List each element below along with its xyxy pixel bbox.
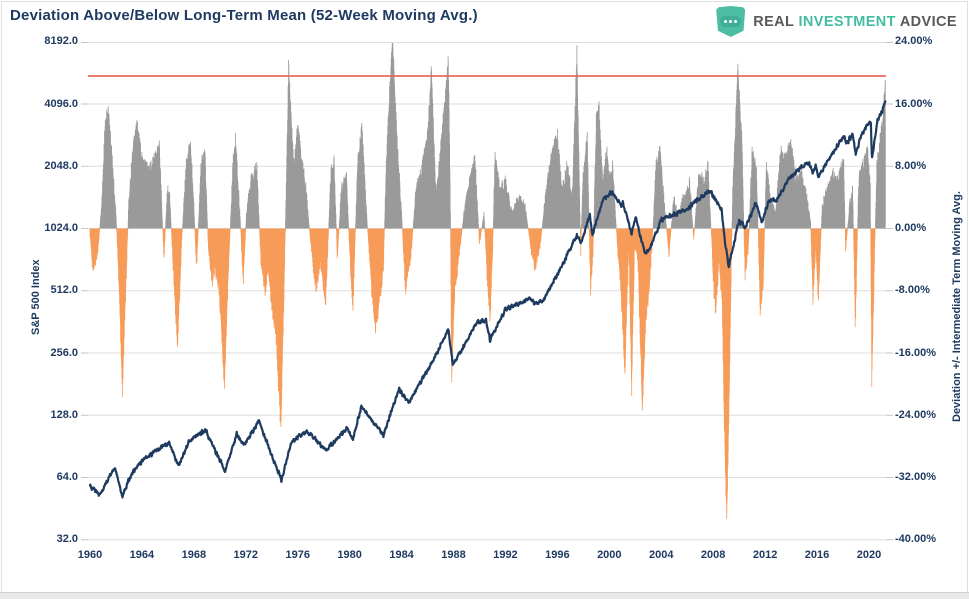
logo-word-advice: ADVICE bbox=[899, 13, 957, 30]
x-tick-label: 1972 bbox=[233, 549, 259, 561]
x-tick-label: 2012 bbox=[752, 549, 778, 561]
x-tick-label: 1992 bbox=[493, 549, 518, 561]
y-right-tick-label: 0.00% bbox=[895, 222, 927, 234]
x-tick-label: 1976 bbox=[285, 549, 310, 561]
x-tick-label: 2000 bbox=[597, 549, 622, 561]
y-left-tick-label: 256.0 bbox=[50, 346, 78, 359]
logo-word-real: REAL bbox=[753, 13, 795, 30]
y-left-tick-label: 4096.0 bbox=[44, 97, 78, 110]
y-right-tick-label: -32.00% bbox=[895, 471, 936, 483]
x-tick-label: 2008 bbox=[700, 549, 726, 561]
sp500-price-line bbox=[88, 100, 887, 499]
x-tick-label: 1996 bbox=[545, 549, 570, 561]
x-tick-label: 2016 bbox=[804, 549, 830, 561]
window-edge bbox=[0, 592, 969, 599]
y-left-tick-label: 128.0 bbox=[50, 408, 78, 421]
y-right-tick-label: -24.00% bbox=[895, 408, 936, 421]
y-left-tick-label: 2048.0 bbox=[44, 159, 78, 172]
y-left-tick-label: 1024.0 bbox=[44, 222, 78, 234]
y-right-tick-label: 8.00% bbox=[895, 159, 927, 172]
x-tick-label: 2020 bbox=[856, 549, 882, 561]
y-right-tick-label: -8.00% bbox=[895, 284, 930, 297]
x-tick-label: 1984 bbox=[389, 549, 414, 561]
y-left-tick-label: 8192.0 bbox=[44, 35, 78, 48]
brand-logo-text: REAL INVESTMENT ADVICE bbox=[753, 14, 957, 30]
shield-dots-icon bbox=[716, 6, 746, 37]
gridlines bbox=[88, 42, 886, 541]
y-axis-right-title: Deviation +/- Intermediate Term Moving A… bbox=[951, 191, 963, 422]
x-tick-label: 1960 bbox=[77, 549, 103, 561]
axis-tick-marks bbox=[81, 42, 893, 541]
y-right-tick-label: 16.00% bbox=[895, 97, 933, 110]
y-axis-left-title: S&P 500 Index bbox=[30, 259, 42, 335]
y-right-tick-label: 24.00% bbox=[895, 35, 933, 48]
logo-word-investment: INVESTMENT bbox=[798, 13, 896, 30]
y-right-tick-label: -40.00% bbox=[895, 533, 936, 546]
x-tick-label: 1980 bbox=[337, 549, 362, 561]
deviation-bars-negative bbox=[89, 228, 876, 520]
x-tick-label: 1988 bbox=[441, 549, 466, 561]
x-tick-label: 2004 bbox=[649, 549, 674, 561]
brand-logo: REAL INVESTMENT ADVICE bbox=[716, 6, 957, 37]
x-tick-label: 1964 bbox=[129, 549, 155, 561]
y-right-tick-label: -16.00% bbox=[895, 346, 936, 359]
chart-title: Deviation Above/Below Long-Term Mean (52… bbox=[10, 7, 478, 24]
y-left-tick-label: 32.0 bbox=[56, 533, 78, 546]
y-left-tick-label: 64.0 bbox=[56, 471, 78, 483]
x-tick-label: 1968 bbox=[181, 549, 207, 561]
deviation-bars-positive bbox=[99, 43, 886, 229]
y-left-tick-label: 512.0 bbox=[50, 284, 78, 297]
